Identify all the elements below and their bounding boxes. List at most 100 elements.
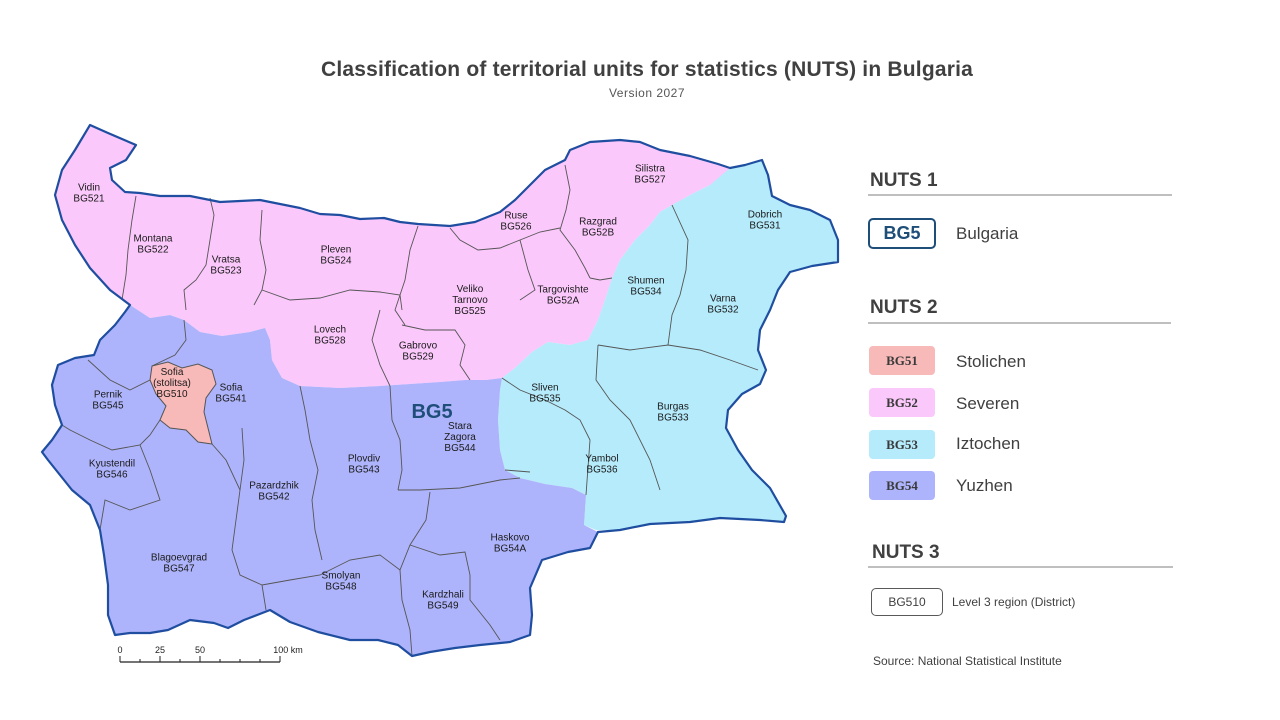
- region-label-dobrich: Dobrich BG531: [748, 210, 782, 232]
- region-name: (stolitsa): [153, 378, 191, 389]
- region-name: Montana: [134, 234, 173, 245]
- region-code: BG526: [500, 222, 532, 233]
- country-border: [40, 123, 840, 658]
- scale-tick-0: 0: [117, 645, 122, 655]
- region-label-kardzhali: Kardzhali BG549: [422, 590, 464, 612]
- legend-label-iztochen: Iztochen: [956, 434, 1021, 453]
- region-code: BG547: [163, 564, 195, 575]
- region-label-haskovo: Haskovo BG54A: [491, 533, 530, 555]
- region-code: BG52B: [582, 228, 615, 239]
- region-label-vratsa: Vratsa BG523: [210, 255, 242, 277]
- region-name: Shumen: [627, 276, 664, 287]
- region-code: BG529: [402, 352, 434, 363]
- region-name: Ruse: [504, 211, 528, 222]
- region-code: BG521: [73, 194, 105, 205]
- region-name: Plovdiv: [348, 454, 380, 465]
- region-label-targovishte: Targovishte BG52A: [537, 285, 589, 307]
- region-name: Veliko: [457, 284, 484, 295]
- region-code: BG532: [707, 305, 739, 316]
- region-label-kyustendil: Kyustendil BG546: [89, 459, 135, 481]
- region-name: Kyustendil: [89, 459, 135, 470]
- region-name: Lovech: [314, 325, 346, 336]
- region-label-vidin: Vidin BG521: [73, 183, 105, 205]
- region-name: Sofia: [161, 367, 184, 378]
- region-label-montana: Montana BG522: [134, 234, 173, 256]
- region-code: BG54A: [494, 544, 527, 555]
- nuts1-label: Bulgaria: [956, 224, 1019, 243]
- region-label-sofia-stolitsa: Sofia (stolitsa) BG510: [153, 367, 191, 400]
- legend-label-severen: Severen: [956, 394, 1020, 413]
- region-label-ruse: Ruse BG526: [500, 211, 532, 233]
- nuts2-heading: NUTS 2: [870, 297, 938, 318]
- region-name: Sofia: [220, 383, 243, 394]
- legend-label-yuzhen: Yuzhen: [956, 476, 1013, 495]
- region-name: Tarnovo: [452, 295, 488, 306]
- region-label-shumen: Shumen BG534: [627, 276, 664, 298]
- region-name: Vratsa: [212, 255, 241, 266]
- region-label-stara-zagora: Stara Zagora BG544: [444, 421, 476, 454]
- nuts2-divider: [868, 322, 1171, 324]
- region-label-smolyan: Smolyan BG548: [322, 571, 361, 593]
- region-code: BG533: [657, 413, 689, 424]
- region-code: BG528: [314, 336, 346, 347]
- region-area-stolichen: [150, 362, 216, 444]
- region-code: BG543: [348, 465, 380, 476]
- region-name: Pazardzhik: [249, 481, 299, 492]
- region-name: Haskovo: [491, 533, 530, 544]
- nuts3-code-box: BG510: [871, 588, 943, 616]
- region-label-pleven: Pleven BG524: [320, 245, 352, 267]
- region-code: BG52A: [547, 296, 580, 307]
- region-name: Silistra: [635, 164, 665, 175]
- region-label-lovech: Lovech BG528: [314, 325, 346, 347]
- region-code: BG535: [529, 394, 561, 405]
- region-code: BG523: [210, 266, 242, 277]
- region-name: Vidin: [78, 183, 100, 194]
- region-label-pazardzhik: Pazardzhik BG542: [249, 481, 299, 503]
- region-label-plovdiv: Plovdiv BG543: [348, 454, 380, 476]
- region-name: Dobrich: [748, 210, 782, 221]
- region-code: BG548: [325, 582, 357, 593]
- region-label-gabrovo: Gabrovo BG529: [399, 341, 438, 363]
- region-label-veliko-tarnovo: Veliko Tarnovo BG525: [452, 284, 488, 317]
- map-title: Classification of territorial units for …: [320, 58, 974, 81]
- region-label-sliven: Sliven BG535: [529, 383, 561, 405]
- capital-border: [149, 361, 217, 445]
- region-label-sofia: Sofia BG541: [215, 383, 247, 405]
- region-name: Targovishte: [537, 285, 589, 296]
- swatch-yuzhen: BG54: [869, 471, 935, 500]
- scale-bar: 0 25 50 100 km: [117, 645, 303, 663]
- source-note: Source: National Statistical Institute: [873, 654, 1062, 668]
- region-code: BG527: [634, 175, 666, 186]
- region-name: Pernik: [94, 390, 123, 401]
- region-label-varna: Varna BG532: [707, 294, 739, 316]
- region-name: Stara: [448, 421, 472, 432]
- region-name: Kardzhali: [422, 590, 464, 601]
- region-name: Pleven: [321, 245, 352, 256]
- region-label-razgrad: Razgrad BG52B: [579, 217, 617, 239]
- district-borders: [61, 164, 759, 657]
- nuts1-map-label: BG5: [411, 401, 452, 423]
- region-label-blagoevgrad: Blagoevgrad BG547: [151, 553, 207, 575]
- region-code: BG525: [454, 306, 486, 317]
- nuts3-heading: NUTS 3: [872, 542, 940, 563]
- region-code: BG544: [444, 443, 476, 454]
- region-name: Razgrad: [579, 217, 617, 228]
- swatch-severen: BG52: [869, 388, 935, 417]
- region-code: BG531: [749, 221, 781, 232]
- region-code: BG546: [96, 470, 128, 481]
- legend-label-stolichen: Stolichen: [956, 352, 1026, 371]
- region-code: BG536: [586, 465, 618, 476]
- region-code: BG541: [215, 394, 247, 405]
- nuts1-code-box: BG5: [868, 218, 936, 249]
- region-label-yambol: Yambol BG536: [585, 454, 618, 476]
- region-code: BG524: [320, 256, 352, 267]
- scale-tick-50: 50: [195, 645, 205, 655]
- region-name: Varna: [710, 294, 736, 305]
- region-name: Gabrovo: [399, 341, 438, 352]
- region-code: BG522: [137, 245, 169, 256]
- region-name: Zagora: [444, 432, 476, 443]
- region-name: Smolyan: [322, 571, 361, 582]
- nuts1-heading: NUTS 1: [870, 170, 938, 191]
- region-name: Blagoevgrad: [151, 553, 207, 564]
